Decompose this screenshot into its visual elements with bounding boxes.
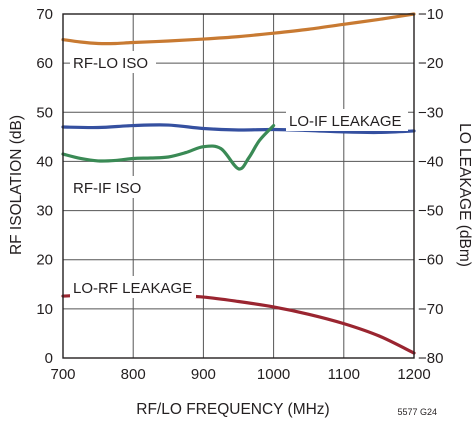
- left-tick-label: 50: [36, 104, 53, 121]
- right-tick-label: −30: [418, 104, 443, 121]
- series-line-rf-lo-iso: [61, 12, 416, 46]
- plot-frame: [62, 13, 415, 359]
- series-line-rf-if-iso: [61, 123, 276, 171]
- left-tick-label: 40: [36, 153, 53, 170]
- label-rf-if-iso: RF-IF ISO: [73, 180, 141, 197]
- x-tick-label: 800: [121, 366, 146, 383]
- series-layer: [61, 12, 416, 355]
- right-tick-label: −20: [418, 55, 443, 72]
- x-tick-label: 1000: [257, 366, 290, 383]
- x-tick-label: 900: [191, 366, 216, 383]
- right-tick-label: −40: [418, 153, 443, 170]
- left-tick-label: 70: [36, 6, 53, 23]
- right-tick-labels: −80 −70 −60 −50 −40 −30 −20 −10: [418, 6, 443, 367]
- label-lo-rf-leakage: LO-RF LEAKAGE: [73, 280, 192, 297]
- right-tick-label: −70: [418, 301, 443, 318]
- label-rf-lo-iso: RF-LO ISO: [73, 55, 148, 72]
- left-tick-label: 20: [36, 252, 53, 269]
- label-bg-lo-if-leakage: [286, 109, 408, 131]
- left-tick-label: 60: [36, 55, 53, 72]
- figure-code: 5577 G24: [397, 407, 437, 417]
- label-bg-rf-lo-iso: [70, 51, 156, 73]
- x-tick-label: 1200: [397, 366, 430, 383]
- x-tick-label: 700: [50, 366, 75, 383]
- left-tick-labels: 0 10 20 30 40 50 60 70: [36, 6, 53, 367]
- right-tick-label: −10: [418, 6, 443, 23]
- label-bg-rf-if-iso: [70, 176, 148, 198]
- x-tick-labels: 700 800 900 1000 1100 1200: [50, 366, 430, 383]
- left-axis-title: RF ISOLATION (dB): [8, 115, 25, 255]
- series-line-lo-rf-leakage: [61, 292, 416, 355]
- x-axis-title: RF/LO FREQUENCY (MHz): [136, 401, 329, 418]
- right-tick-label: −50: [418, 203, 443, 220]
- left-tick-label: 0: [45, 350, 53, 367]
- right-tick-label: −60: [418, 252, 443, 269]
- left-tick-label: 30: [36, 203, 53, 220]
- label-lo-if-leakage: LO-IF LEAKAGE: [289, 113, 402, 130]
- x-tick-label: 1100: [328, 366, 360, 383]
- left-tick-label: 10: [36, 301, 53, 318]
- label-bg-lo-rf-leakage: [70, 276, 196, 298]
- series-line-lo-if-leakage: [61, 123, 416, 135]
- right-axis-title: LO LEAKAGE (dBm): [456, 123, 473, 267]
- right-tick-label: −80: [418, 350, 443, 367]
